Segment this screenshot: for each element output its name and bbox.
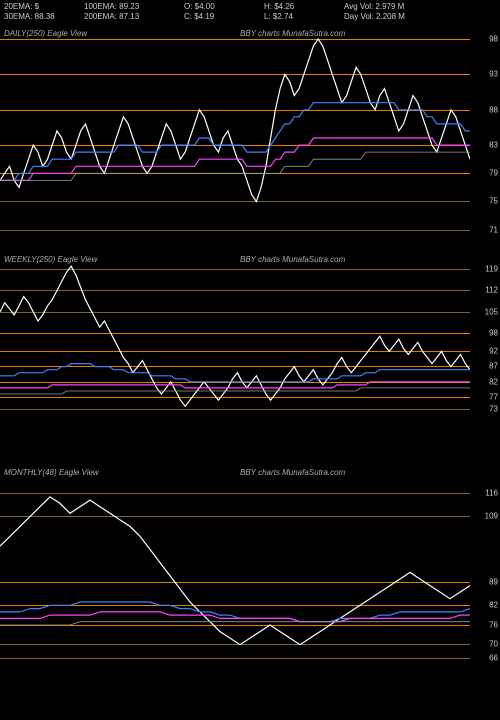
- series-line: [0, 363, 470, 381]
- grid-label: 98: [489, 34, 498, 43]
- grid-label: 82: [489, 601, 498, 610]
- grid-label: 77: [489, 392, 498, 401]
- ema100-label: 100EMA: 89.23: [84, 2, 184, 12]
- grid-label: 71: [489, 225, 498, 234]
- grid-label: 82: [489, 377, 498, 386]
- panel-watermark: BBY charts MunafaSutra.com: [240, 255, 345, 264]
- series-line: [0, 39, 470, 202]
- grid-label: 87: [489, 362, 498, 371]
- panel-watermark: BBY charts MunafaSutra.com: [240, 468, 345, 477]
- grid-label: 93: [489, 70, 498, 79]
- grid-label: 73: [489, 405, 498, 414]
- avgvol-label: Avg Vol: 2.979 M: [344, 2, 444, 12]
- series-line: [0, 621, 470, 624]
- grid-label: 76: [489, 620, 498, 629]
- grid-label: 70: [489, 640, 498, 649]
- grid-label: 89: [489, 578, 498, 587]
- chart-svg: [0, 25, 470, 251]
- grid-label: 92: [489, 347, 498, 356]
- chart-svg: [0, 251, 470, 464]
- panel-title: DAILY(250) Eagle View: [4, 29, 87, 38]
- series-line: [0, 102, 470, 180]
- info-header: 20EMA: $ 100EMA: 89.23 O: $4.00 H: $4.26…: [0, 0, 500, 25]
- ema200-label: 200EMA: 87.13: [84, 12, 184, 22]
- ema20-label: 20EMA: $: [4, 2, 84, 12]
- grid-label: 116: [485, 489, 498, 498]
- grid-label: 66: [489, 653, 498, 662]
- ema30-label: 30EMA: 88.38: [4, 12, 84, 22]
- panel-title: WEEKLY(250) Eagle View: [4, 255, 97, 264]
- panel-watermark: BBY charts MunafaSutra.com: [240, 29, 345, 38]
- chart-panel-2: MONTHLY(48) Eagle View BBY charts MunafaS…: [0, 464, 500, 694]
- grid-label: 75: [489, 197, 498, 206]
- chart-panel-0: DAILY(250) Eagle View BBY charts MunafaSu…: [0, 25, 500, 251]
- low-label: L: $2.74: [264, 12, 344, 22]
- series-line: [0, 382, 470, 388]
- high-label: H: $4.26: [264, 2, 344, 12]
- open-label: O: $4.00: [184, 2, 264, 12]
- grid-label: 119: [485, 265, 498, 274]
- grid-label: 105: [485, 307, 498, 316]
- dayvol-label: Day Vol: 2.208 M: [344, 12, 444, 22]
- grid-label: 98: [489, 328, 498, 337]
- grid-label: 79: [489, 169, 498, 178]
- grid-label: 83: [489, 140, 498, 149]
- series-line: [0, 152, 470, 180]
- chart-svg: [0, 464, 470, 694]
- grid-label: 109: [485, 512, 498, 521]
- chart-panel-1: WEEKLY(250) Eagle View BBY charts MunafaS…: [0, 251, 500, 464]
- series-line: [0, 388, 470, 394]
- grid-label: 112: [485, 286, 498, 295]
- close-label: C: $4.19: [184, 12, 264, 22]
- chart-panels: DAILY(250) Eagle View BBY charts MunafaSu…: [0, 25, 500, 694]
- series-line: [0, 497, 470, 645]
- panel-title: MONTHLY(48) Eagle View: [4, 468, 99, 477]
- grid-label: 88: [489, 105, 498, 114]
